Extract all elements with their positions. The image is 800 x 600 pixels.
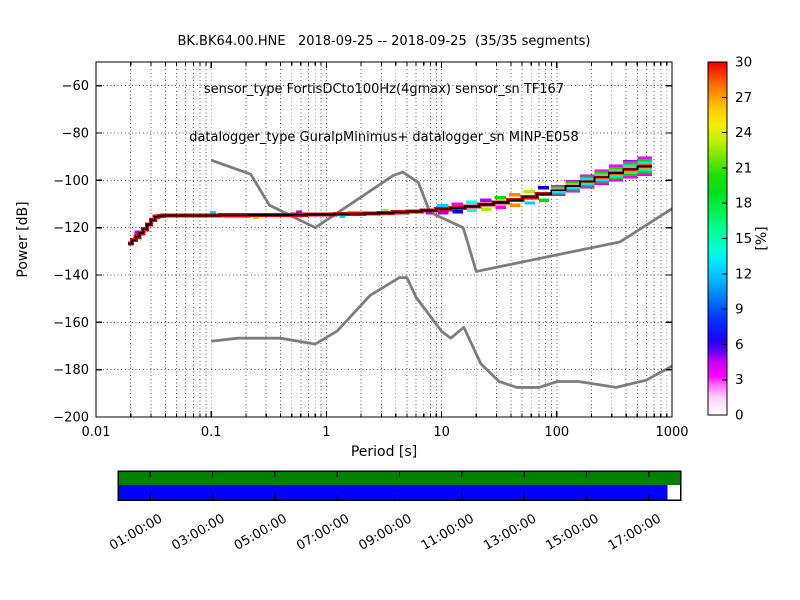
y-tick-label: −160 — [53, 316, 89, 331]
axes-frame — [95, 61, 673, 418]
colorbar-label: [%] — [754, 226, 770, 250]
time-tick-label: 03:00:00 — [169, 511, 227, 553]
y-tick-label: −60 — [62, 79, 89, 94]
availability-row — [119, 472, 680, 485]
x-tick-label: 1000 — [655, 425, 688, 440]
colorbar-tick-label: 15 — [735, 231, 752, 247]
colorbar-tick-label: 0 — [735, 408, 744, 424]
y-tick-label: −80 — [62, 127, 89, 142]
time-coverage-bar: 01:00:00 03:00:00 05:00:00 07:00:00 09:00:00… — [107, 470, 682, 554]
colorbar-tick-label: 9 — [735, 302, 744, 318]
grid — [96, 62, 672, 417]
y-tick-label: −100 — [53, 174, 89, 189]
x-tick-label: 0.01 — [82, 425, 111, 440]
used-segments-row — [119, 484, 680, 500]
time-tick-label: 09:00:00 — [356, 511, 414, 553]
nlnm-curve — [211, 276, 672, 389]
y-tick-label: −180 — [53, 363, 89, 378]
title-line-1: BK.BK64.00.HNE 2018-09-25 -- 2018-09-25 … — [177, 34, 591, 49]
x-tick-label: 10 — [433, 425, 450, 440]
nhnm-curve — [210, 158, 672, 273]
colorbar-tick-label: 18 — [735, 196, 752, 212]
time-tick-label: 07:00:00 — [294, 511, 352, 553]
y-tick-label: −200 — [53, 411, 89, 426]
x-tick-label: 0.1 — [201, 425, 222, 440]
y-axis-label: Power [dB] — [15, 201, 31, 277]
colorbar-tick-label: 3 — [735, 372, 744, 388]
colorbar-tick-label: 27 — [735, 90, 752, 106]
peterson-noise-models — [210, 158, 672, 389]
time-tick-label: 13:00:00 — [481, 511, 539, 553]
colorbar-tick-label: 12 — [735, 266, 752, 282]
y-tick-label: −120 — [53, 221, 89, 236]
psd-median-line — [128, 165, 652, 245]
x-tick-label: 100 — [544, 425, 569, 440]
time-tick-label: 17:00:00 — [606, 511, 664, 553]
time-tick-label: 11:00:00 — [419, 511, 477, 553]
colorbar-tick-label: 24 — [735, 125, 752, 141]
time-tick-label: 15:00:00 — [543, 511, 601, 553]
colorbar-tick-label: 30 — [735, 55, 752, 71]
colorbar: 0 3 6 9 12 15 18 21 24 27 30 [%] — [707, 55, 770, 424]
x-tick-label: 1 — [322, 425, 330, 440]
axis-tick-labels: 0.01 0.1 1 10 100 1000 −60 −80 −100 −120 −140 −160 −… — [15, 79, 689, 460]
time-tick-label: 05:00:00 — [232, 511, 290, 553]
coverage-gap — [667, 484, 680, 500]
colorbar-tick-label: 6 — [735, 337, 744, 353]
y-tick-label: −140 — [53, 269, 89, 284]
colorbar-tick-label: 21 — [735, 160, 752, 176]
time-tick-label: 01:00:00 — [107, 511, 165, 553]
x-axis-label: Period [s] — [351, 444, 417, 460]
psd-histogram — [128, 156, 652, 246]
